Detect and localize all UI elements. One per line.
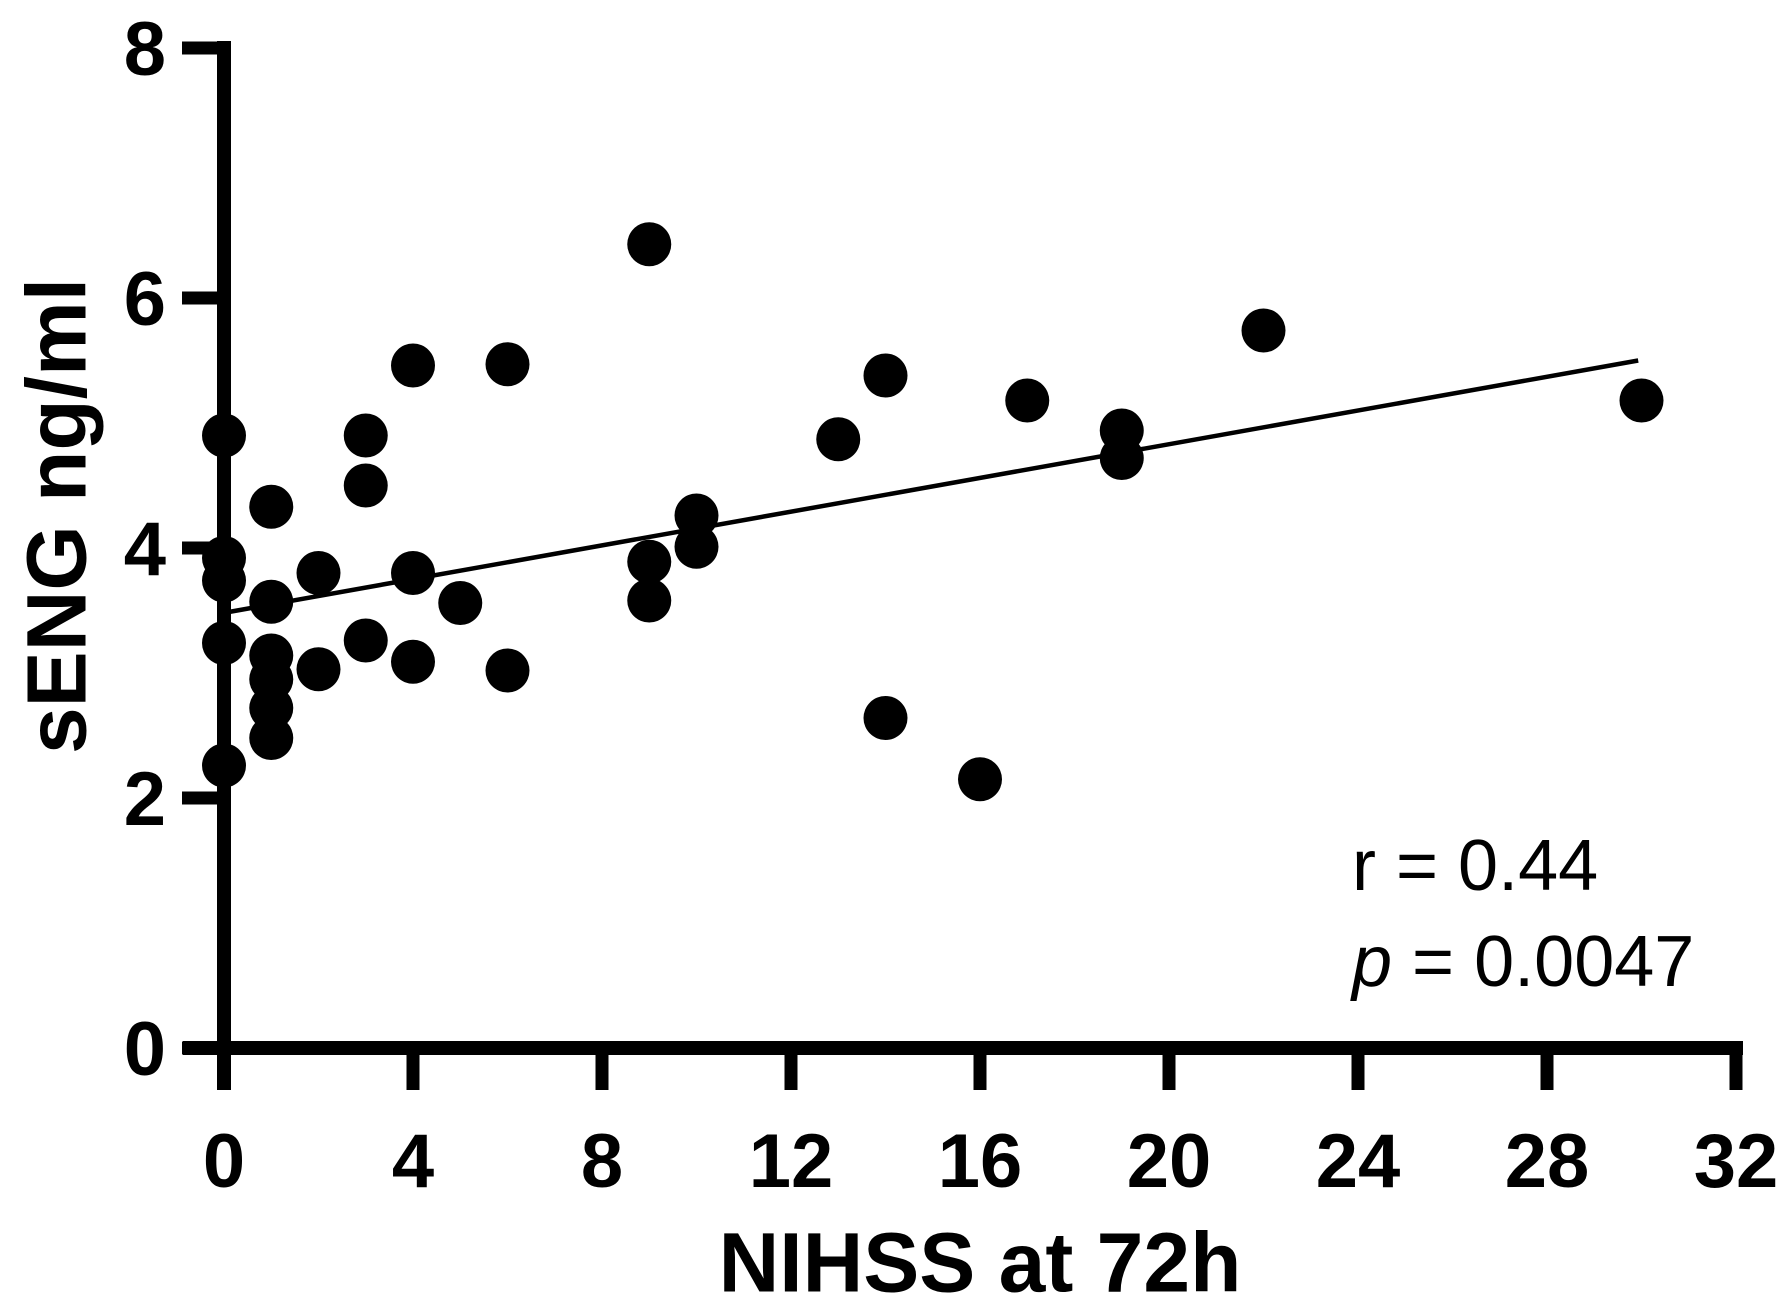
- stats-annotation: r = 0.44 p = 0.0047: [1352, 818, 1694, 1010]
- x-tick-label: 24: [1316, 1119, 1401, 1204]
- data-point: [296, 647, 341, 692]
- data-point: [343, 618, 388, 663]
- data-point: [249, 484, 294, 529]
- data-point: [391, 343, 435, 388]
- data-point: [202, 558, 246, 603]
- data-point: [863, 353, 908, 398]
- x-tick-label: 8: [581, 1119, 623, 1204]
- data-point: [296, 551, 341, 595]
- x-tick-label: 4: [392, 1119, 434, 1204]
- data-point: [391, 551, 435, 595]
- data-point: [343, 413, 388, 458]
- p-symbol: p: [1352, 922, 1393, 1002]
- y-tick-label: 2: [124, 757, 166, 842]
- y-tick-label: 6: [124, 257, 166, 342]
- y-tick-label: 0: [124, 1007, 166, 1092]
- y-tick-label: 4: [124, 507, 166, 592]
- x-axis-title: NIHSS at 72h: [718, 1215, 1242, 1310]
- data-point: [816, 417, 861, 462]
- data-point: [391, 639, 435, 684]
- data-point: [863, 696, 908, 740]
- trend-line: [229, 358, 1639, 614]
- data-point: [202, 743, 246, 788]
- x-tick-label: 12: [749, 1119, 834, 1204]
- y-tick-label: 8: [124, 7, 166, 92]
- data-point: [343, 463, 388, 508]
- data-point: [202, 621, 246, 665]
- data-point: [627, 539, 672, 584]
- x-tick-label: 0: [203, 1119, 245, 1204]
- data-point: [627, 222, 672, 267]
- r-value-text: r = 0.44: [1352, 826, 1599, 906]
- data-point: [1241, 308, 1286, 353]
- data-point: [674, 524, 719, 569]
- data-point: [485, 648, 530, 693]
- p-value-rest: = 0.0047: [1392, 922, 1695, 1002]
- p-value-text: p = 0.0047: [1352, 914, 1694, 1010]
- data-point: [674, 493, 719, 538]
- x-tick-label: 28: [1505, 1119, 1590, 1204]
- x-tick-label: 32: [1694, 1119, 1779, 1204]
- data-point: [249, 716, 294, 760]
- data-point: [202, 413, 246, 458]
- x-tick-label: 16: [938, 1119, 1023, 1204]
- data-point: [249, 579, 294, 624]
- data-point: [627, 578, 672, 623]
- data-point: [958, 757, 1002, 802]
- x-tick-label: 20: [1127, 1119, 1212, 1204]
- data-point: [1005, 378, 1050, 423]
- data-point: [1099, 436, 1144, 480]
- data-point: [485, 342, 530, 387]
- data-point: [438, 581, 483, 625]
- y-axis-title: sENG ng/ml: [9, 277, 104, 755]
- data-point: [1619, 378, 1664, 423]
